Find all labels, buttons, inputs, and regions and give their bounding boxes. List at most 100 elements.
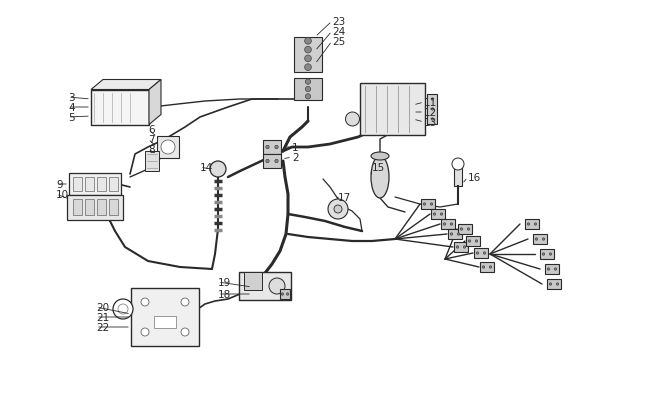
Text: 8: 8 [148,145,155,155]
Circle shape [141,328,149,336]
Circle shape [468,240,471,243]
Bar [448,230,462,239]
Circle shape [305,65,311,71]
Circle shape [556,283,559,286]
Text: 9: 9 [56,179,62,190]
Bar [545,264,559,274]
Bar [69,174,121,196]
Bar [525,220,539,230]
Bar [474,248,488,258]
Ellipse shape [371,157,389,198]
Circle shape [542,253,545,256]
Text: 22: 22 [96,322,109,332]
Circle shape [456,246,459,249]
Circle shape [266,146,269,149]
Text: 7: 7 [148,135,155,145]
Circle shape [432,98,434,101]
Circle shape [306,80,311,85]
Circle shape [161,141,175,155]
Polygon shape [149,80,161,125]
Text: 12: 12 [424,108,437,118]
Bar [458,224,472,234]
Text: 14: 14 [200,162,213,173]
Bar [454,243,468,252]
Bar [131,288,199,346]
Circle shape [440,213,443,216]
Bar [428,95,437,125]
Bar [239,272,291,300]
Circle shape [181,298,189,306]
Text: 3: 3 [68,93,75,103]
Circle shape [443,223,446,226]
Text: 13: 13 [424,118,437,128]
Circle shape [534,223,537,226]
Bar [91,90,149,125]
Circle shape [432,109,434,111]
Text: 4: 4 [68,103,75,113]
Circle shape [305,47,311,54]
Bar [547,279,561,289]
Circle shape [450,233,452,236]
Bar [109,177,118,192]
Bar [84,200,94,215]
Bar [73,200,81,215]
Circle shape [430,203,433,206]
Text: 11: 11 [424,98,437,108]
Bar [157,136,179,159]
Text: 16: 16 [468,173,481,183]
Bar [96,177,105,192]
Bar [361,84,426,136]
Bar [145,151,159,172]
Bar [294,79,322,101]
Text: 20: 20 [96,302,109,312]
Circle shape [475,240,478,243]
Circle shape [458,233,460,236]
Circle shape [423,203,426,206]
Circle shape [181,328,189,336]
Text: 2: 2 [292,153,298,162]
Circle shape [467,228,470,230]
Circle shape [113,299,133,319]
Bar [466,237,480,246]
Text: 10: 10 [56,190,69,200]
Circle shape [141,298,149,306]
Bar [109,200,118,215]
Bar [421,200,435,209]
Bar [67,195,123,220]
Bar [454,166,462,187]
Text: 21: 21 [96,312,109,322]
Bar [294,37,322,72]
Circle shape [463,246,465,249]
Text: 6: 6 [148,125,155,135]
Circle shape [542,238,545,241]
Circle shape [434,213,436,216]
Circle shape [266,160,269,163]
Bar [263,155,281,168]
Text: 15: 15 [372,162,385,173]
Circle shape [476,252,478,255]
Circle shape [210,162,226,177]
Circle shape [305,38,311,45]
Circle shape [554,268,556,271]
Polygon shape [91,80,161,90]
Circle shape [482,266,485,269]
Circle shape [275,146,278,149]
Circle shape [306,87,311,92]
Bar [540,249,554,259]
Bar [533,234,547,244]
Bar [263,141,281,155]
Circle shape [432,119,434,121]
Bar [431,209,445,220]
Bar [480,262,494,272]
Circle shape [328,200,348,220]
Circle shape [489,266,491,269]
Circle shape [527,223,530,226]
Bar [73,177,81,192]
Text: 1: 1 [292,143,298,153]
Ellipse shape [371,153,389,161]
Text: 17: 17 [338,192,351,202]
Text: 24: 24 [332,27,345,37]
Text: 19: 19 [218,277,231,287]
Bar [441,220,455,230]
Circle shape [334,205,342,213]
